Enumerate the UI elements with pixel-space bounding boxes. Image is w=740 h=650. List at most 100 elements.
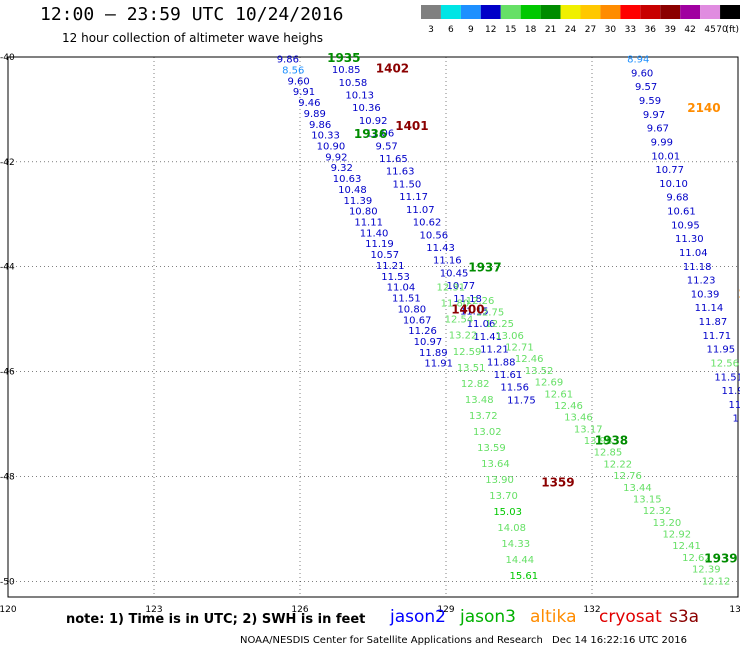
swh-value-jason3: 11.80 [441, 299, 470, 310]
swh-value-jason3: 13.59 [477, 443, 506, 454]
map-title: 12:00 – 23:59 UTC 10/24/2016 [40, 4, 344, 25]
swh-value-jason2: 10.62 [413, 218, 442, 229]
swh-value-jason2: 11.21 [480, 345, 509, 356]
swh-value-jason2: 10.85 [332, 65, 361, 76]
swh-value-jason3: 12.12 [702, 576, 731, 587]
swh-value-jason2: 11.39 [344, 196, 373, 207]
swh-value-jason2: 11.91 [424, 359, 453, 370]
pass-time-label: 1937 [468, 261, 501, 275]
swh-value-jason3: 12.92 [662, 530, 691, 541]
swh-value-jason3: 12.22 [603, 459, 632, 470]
swh-value-jason2: 11.41 [473, 332, 502, 343]
legend-jason3: jason3 [460, 607, 516, 627]
lon-tick-label: 123 [145, 605, 162, 615]
swh-value-jason2: 11.06 [467, 319, 496, 330]
swh-value-jason3: 12.46 [554, 401, 583, 412]
swh-value-jason2: 11.21 [376, 261, 405, 272]
swh-value-jason2: 9.97 [643, 110, 665, 121]
color-bin-label: 70 [716, 25, 728, 35]
color-bin-label: 3 [428, 25, 434, 35]
swh-value-jason3: 12.26 [466, 296, 495, 307]
color-scale-unit: (ft) [725, 25, 739, 35]
color-bin-label: 9 [468, 25, 474, 35]
swh-value-jason2: 9.32 [331, 163, 353, 174]
swh-value-jason2: 9.86 [277, 55, 299, 66]
swh-value-jason2: 11.18 [683, 262, 712, 273]
swh-value-jason2: 11. [729, 400, 740, 411]
swh-value-jason3: 12.41 [672, 541, 701, 552]
color-bin-3 [421, 5, 441, 19]
pass-time-label: 1401 [395, 119, 428, 133]
pass-time-label: 1936 [354, 127, 387, 141]
swh-value-jason2: 10.95 [671, 220, 700, 231]
lon-tick-label: 132 [583, 605, 600, 615]
swh-value-jason2: 11.16 [433, 256, 462, 267]
color-bin-18 [520, 5, 541, 19]
swh-value-jason3: 12.69 [535, 378, 564, 389]
swh-value-jason2: 11.23 [687, 276, 716, 287]
lat-tick-label: -50 [0, 577, 15, 587]
color-scale-legend: 3 6 9 12 15 18 21 24 27 30 33 36 39 42 45 70(ft) [421, 5, 740, 35]
lon-tick-label: 120 [0, 605, 17, 615]
swh-value-jason2: 10.56 [420, 230, 449, 241]
swh-value-jason3: 12.85 [594, 448, 623, 459]
color-bin-6 [440, 5, 461, 19]
swh-value-jason2: 9.57 [376, 141, 398, 152]
swh-value-jason3: 12.59 [453, 347, 482, 358]
swh-value-jason2: 10.80 [349, 207, 378, 218]
map-subtitle: 12 hour collection of altimeter wave hei… [62, 31, 324, 45]
tracks-layer: 10.8510.5810.1310.3610.9211.069.5711.651… [277, 55, 740, 588]
footer-note: note: 1) Time is in UTC; 2) SWH is in fe… [66, 612, 366, 627]
pass-time-label: 1400 [451, 303, 484, 317]
credit-line: NOAA/NESDIS Center for Satellite Applica… [240, 635, 543, 646]
swh-value-jason2: 11.11 [354, 218, 383, 229]
lon-tick-label: 135 [729, 605, 740, 615]
swh-value-jason2: 11.95 [706, 345, 735, 356]
swh-value-jason2: 9.60 [287, 76, 309, 87]
swh-value-jason2: 9.86 [309, 120, 331, 131]
swh-value-jason3: 12.62 [682, 553, 711, 564]
swh-value-jason2: 9.92 [325, 152, 347, 163]
swh-value-jason3: 13.64 [481, 459, 510, 470]
swh-value-jason3: 13.72 [469, 411, 498, 422]
swh-value-jason3: 13.52 [525, 366, 554, 377]
swh-value-jason2: 10.77 [655, 165, 684, 176]
swh-value-jason2: 11.04 [387, 283, 416, 294]
swh-value-jason3: 13.98 [584, 436, 613, 447]
swh-value-jason3: 13.48 [465, 395, 494, 406]
swh-value-jason2: 10.13 [345, 91, 374, 102]
swh-value-jason3: 12.71 [505, 343, 534, 354]
swh-value-jason2: 9.67 [647, 124, 669, 135]
swh-value-jason3: 13.20 [653, 518, 682, 529]
swh-value-jason2: 9.89 [304, 109, 326, 120]
color-bin-label: 30 [605, 25, 617, 35]
swh-value-jason2: 11.71 [703, 331, 732, 342]
swh-value-jason2: 11.07 [406, 205, 435, 216]
swh-value-jason2: 11.56 [500, 383, 529, 394]
swh-value-jason3: 14.33 [501, 539, 530, 550]
swh-value-jason2: 10.77 [446, 281, 475, 292]
swh-value-jason2: 10.80 [397, 304, 426, 315]
swh-value-jason2: 10.36 [352, 103, 381, 114]
swh-value-jason2: 11. [732, 414, 740, 425]
swh-value-jason3: 13.51 [457, 363, 486, 374]
color-bin-label: 36 [645, 25, 657, 35]
lon-tick-label: 129 [437, 605, 454, 615]
swh-value-jason2: 11.51 [392, 294, 421, 305]
swh-value-jason3: 12.82 [461, 379, 490, 390]
color-bin-label: 15 [505, 25, 516, 35]
color-bin-33 [620, 5, 641, 19]
color-bin-label: 27 [585, 25, 596, 35]
swh-value-jason2: 9.60 [631, 68, 653, 79]
color-bin-label: 39 [664, 25, 676, 35]
swh-value-jason2: 10.92 [359, 116, 388, 127]
color-bin-label: 18 [525, 25, 537, 35]
swh-value-jason2: 10.45 [440, 268, 469, 279]
swh-value-jason2: 10.10 [659, 179, 688, 190]
swh-value-jason2: 10.63 [333, 174, 362, 185]
swh-value-jason3: 12.54 [445, 315, 474, 326]
swh-value-jason3: 13.70 [489, 491, 518, 502]
color-bin-label: 42 [684, 25, 695, 35]
color-bin-45 [700, 5, 721, 19]
swh-value-jason2: 11.04 [679, 248, 708, 259]
